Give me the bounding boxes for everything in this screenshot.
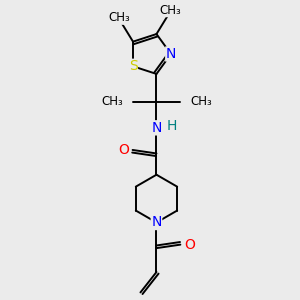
Text: CH₃: CH₃	[109, 11, 130, 24]
Text: CH₃: CH₃	[159, 4, 181, 17]
Text: N: N	[151, 121, 162, 135]
Text: O: O	[118, 143, 129, 157]
Text: H: H	[167, 119, 177, 134]
Text: CH₃: CH₃	[190, 95, 212, 108]
Text: N: N	[166, 47, 176, 61]
Text: N: N	[151, 215, 162, 230]
Text: S: S	[129, 59, 137, 73]
Text: CH₃: CH₃	[101, 95, 123, 108]
Text: O: O	[184, 238, 195, 252]
